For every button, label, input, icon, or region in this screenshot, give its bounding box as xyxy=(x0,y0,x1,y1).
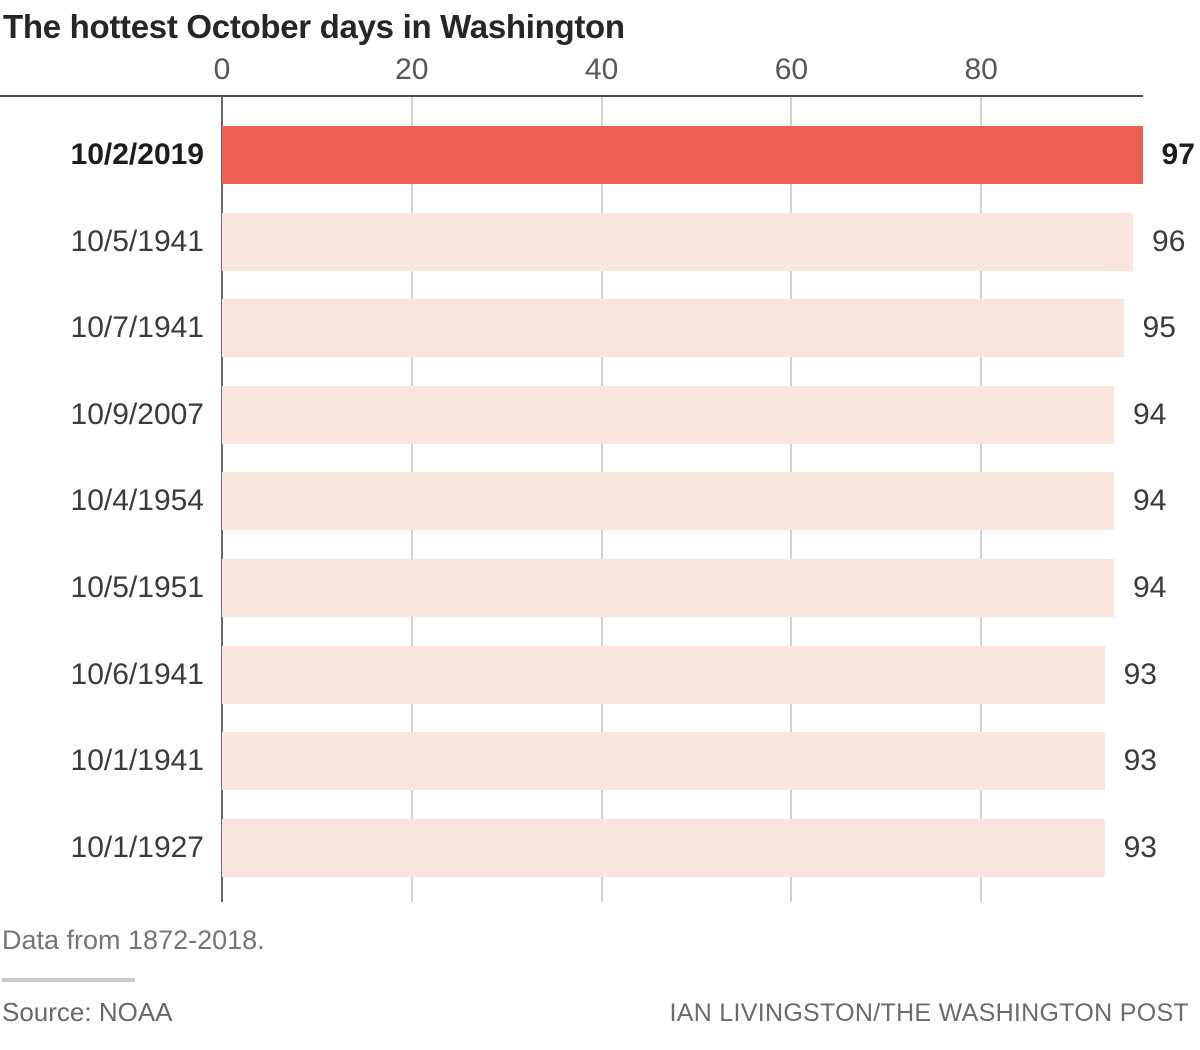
bar xyxy=(222,645,1105,704)
bar xyxy=(222,126,1143,184)
bar-value-label: 97 xyxy=(1161,138,1195,171)
x-axis-tick-label: 0 xyxy=(213,53,231,86)
source-label: Source: NOAA xyxy=(2,997,173,1027)
bar-row-label: 10/5/1941 xyxy=(70,224,204,258)
bar-row-label: 10/6/1941 xyxy=(70,657,204,691)
x-axis-line xyxy=(0,95,1143,97)
bar xyxy=(222,732,1105,791)
footer-divider xyxy=(2,978,135,982)
bar xyxy=(222,212,1134,271)
bar-value-label: 93 xyxy=(1123,657,1157,691)
bar xyxy=(222,559,1115,617)
bar-value-label: 93 xyxy=(1123,830,1157,864)
bar-row-label: 10/1/1927 xyxy=(70,830,204,864)
bar xyxy=(222,299,1124,358)
bar-value-label: 95 xyxy=(1142,311,1176,345)
x-axis-tick-label: 40 xyxy=(584,53,619,86)
bar-row-label: 10/5/1951 xyxy=(70,571,204,604)
bar-row-label: 10/7/1941 xyxy=(70,311,204,345)
bar-row-label: 10/2/2019 xyxy=(70,138,204,171)
bar-value-label: 93 xyxy=(1123,744,1157,778)
bar-value-label: 94 xyxy=(1133,571,1167,604)
x-axis-tick-label: 60 xyxy=(774,53,809,86)
bar xyxy=(222,385,1115,444)
bar-value-label: 94 xyxy=(1133,484,1167,518)
byline-credit: IAN LIVINGSTON/THE WASHINGTON POST xyxy=(669,999,1189,1027)
chart-title: The hottest October days in Washington xyxy=(3,8,625,45)
bar xyxy=(222,818,1105,877)
bar-row-label: 10/9/2007 xyxy=(70,397,204,431)
x-axis-tick-label: 20 xyxy=(395,53,429,86)
bar-value-label: 94 xyxy=(1133,397,1167,431)
bar-row-label: 10/4/1954 xyxy=(70,484,204,518)
bar-row-label: 10/1/1941 xyxy=(70,744,204,778)
data-range-note: Data from 1872-2018. xyxy=(2,925,265,955)
bar xyxy=(222,472,1115,531)
bar-value-label: 96 xyxy=(1152,224,1186,258)
x-axis-tick-label: 80 xyxy=(964,53,998,86)
